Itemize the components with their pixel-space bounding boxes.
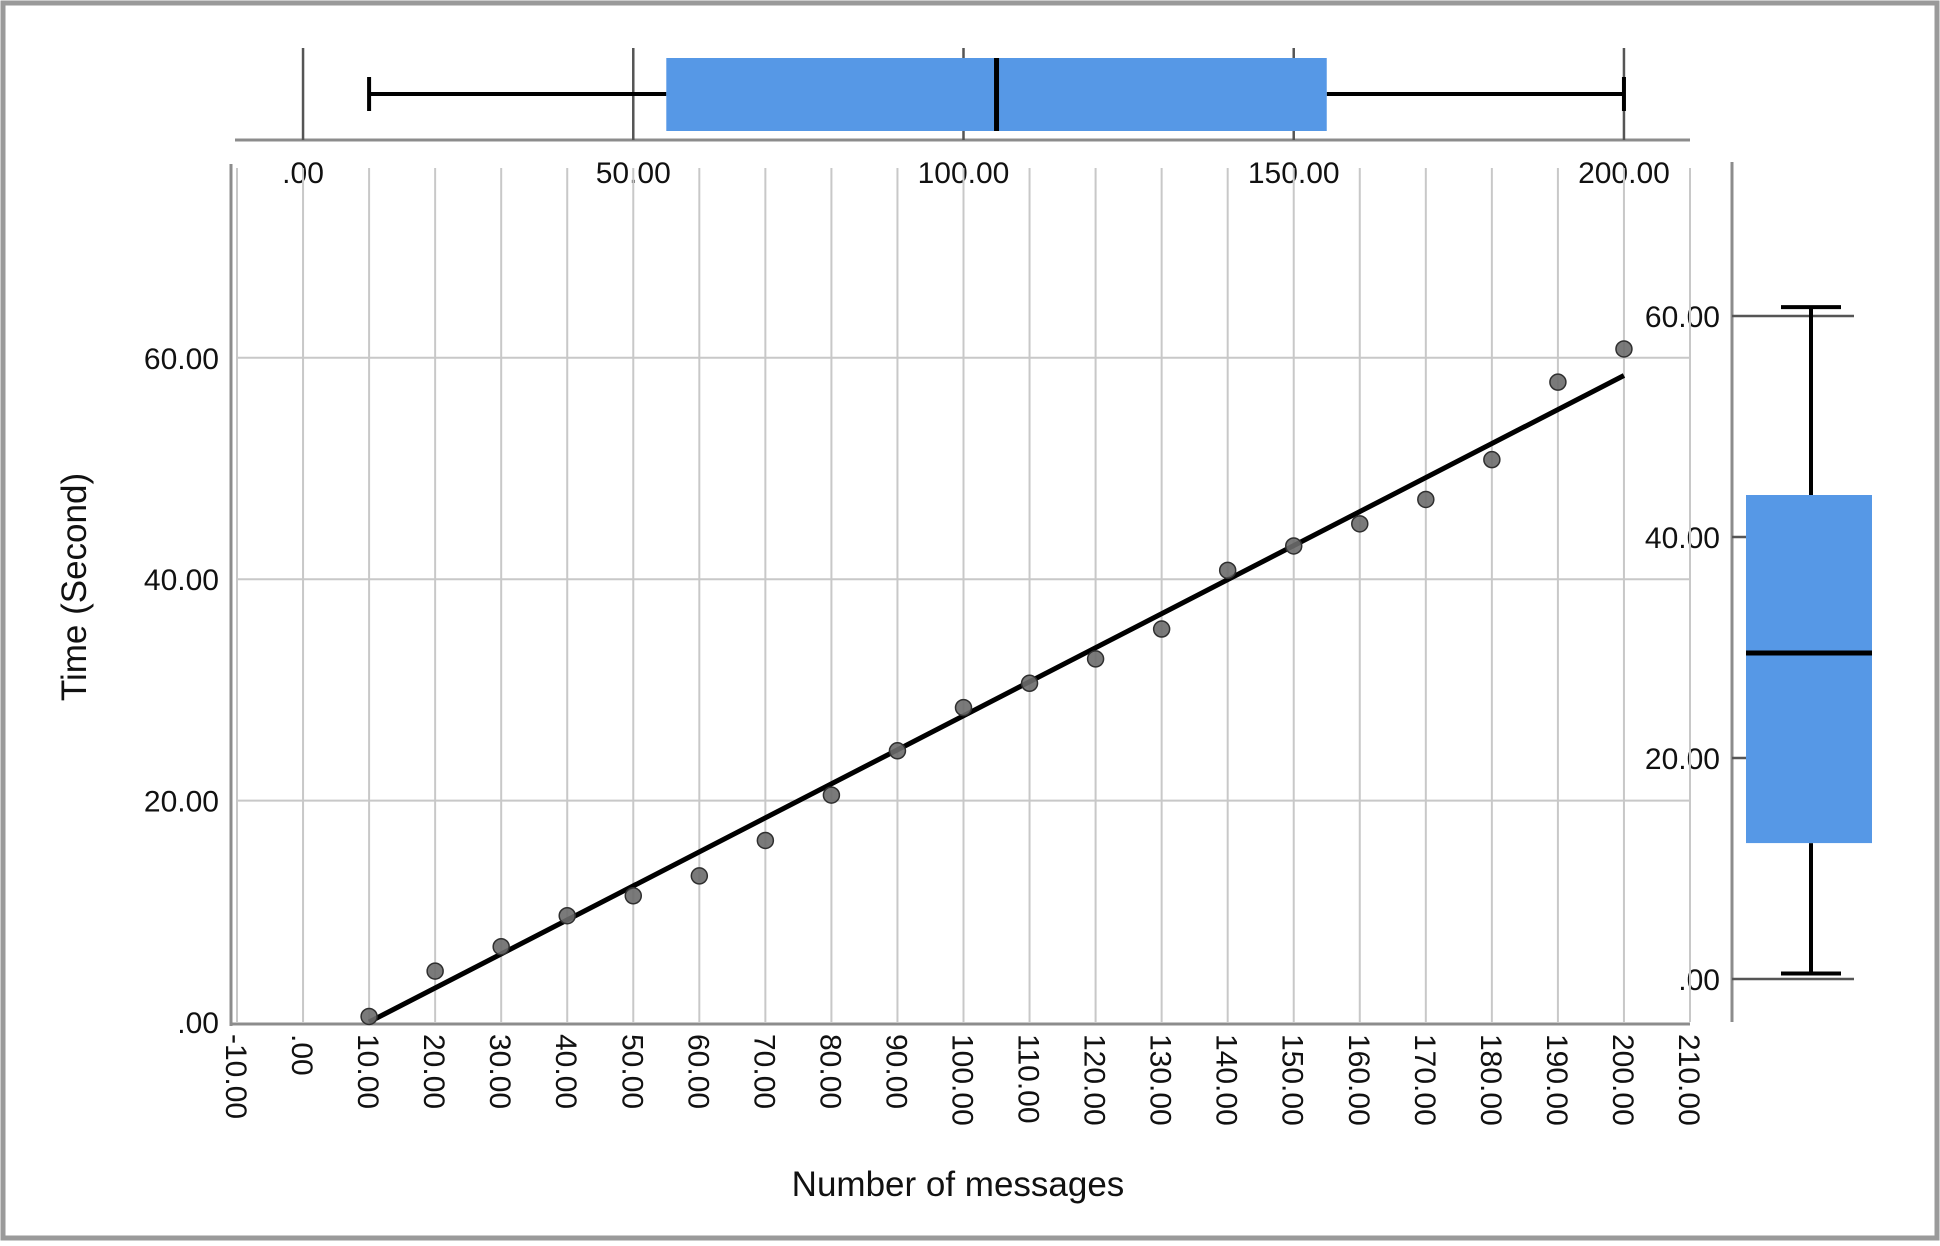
data-point <box>954 698 973 717</box>
x-tick-label: 50.00 <box>615 1034 648 1109</box>
data-point <box>1218 561 1237 580</box>
data-point <box>1351 515 1369 533</box>
x-tick-label: 120.00 <box>1078 1034 1111 1126</box>
right-box-tick-label: 60.00 <box>1645 301 1720 334</box>
y-tick-label: .00 <box>177 1007 219 1040</box>
data-point <box>492 937 510 956</box>
x-tick-label: 140.00 <box>1210 1034 1243 1126</box>
data-point <box>624 887 643 905</box>
y-marginal-boxplot: .00 20.00 40.00 60.00 <box>1645 162 1872 1022</box>
x-tick-label: 100.00 <box>946 1034 979 1126</box>
x-tick-label: 80.00 <box>813 1034 846 1109</box>
right-box-tick-label: 20.00 <box>1645 743 1720 776</box>
x-tick-label: .00 <box>285 1034 318 1076</box>
right-box-tick-label: .00 <box>1678 964 1720 997</box>
x-tick-label: 210.00 <box>1672 1034 1705 1126</box>
scatter-plot-area: -10.00.00 10.00 20.00 30.00 40.00 50.00 60.00 7… <box>144 164 1705 1126</box>
y-tick-label: 60.00 <box>144 343 219 376</box>
data-point <box>888 742 907 760</box>
data-point <box>756 831 775 850</box>
x-tick-label: 40.00 <box>549 1034 582 1109</box>
data-point <box>1483 450 1501 469</box>
regression-line <box>367 373 1626 1025</box>
x-tick-label: 190.00 <box>1540 1034 1573 1126</box>
x-tick-label: 30.00 <box>483 1034 516 1109</box>
data-point <box>558 906 576 925</box>
data-point <box>1086 650 1105 668</box>
y-tick-label: 40.00 <box>144 564 219 597</box>
x-tick-label: 110.00 <box>1012 1034 1045 1124</box>
x-tick-label: 20.00 <box>417 1034 450 1109</box>
x-tick-label: 150.00 <box>1276 1034 1309 1126</box>
data-point <box>822 786 841 804</box>
x-axis-label: Number of messages <box>792 1165 1125 1204</box>
x-tick-label: 170.00 <box>1408 1034 1441 1126</box>
data-point <box>1020 674 1039 693</box>
data-point <box>426 962 444 980</box>
x-marginal-boxplot: .00 50.00 100.00 150.00 200.00 <box>235 48 1690 190</box>
x-tick-label: 160.00 <box>1342 1034 1375 1126</box>
x-tick-label: 130.00 <box>1144 1034 1177 1126</box>
x-tick-label: 70.00 <box>747 1034 780 1109</box>
right-box-tick-label: 40.00 <box>1645 522 1720 555</box>
data-point <box>1284 537 1303 555</box>
data-point <box>690 867 709 885</box>
data-point <box>1615 340 1633 358</box>
x-tick-label: 60.00 <box>681 1034 714 1109</box>
y-tick-label: 20.00 <box>144 786 219 819</box>
x-tick-label: 10.00 <box>351 1034 384 1109</box>
x-tick-label: 200.00 <box>1606 1034 1639 1126</box>
right-box-iqr <box>1746 495 1872 844</box>
x-tick-label: 90.00 <box>879 1034 912 1109</box>
x-tick-label: 180.00 <box>1474 1034 1507 1126</box>
data-point <box>360 1007 378 1026</box>
y-axis-label: Time (Second) <box>55 473 94 701</box>
x-tick-label: -10.00 <box>219 1034 252 1119</box>
data-point <box>1417 490 1435 509</box>
data-point <box>1152 620 1171 638</box>
data-point <box>1549 373 1567 391</box>
